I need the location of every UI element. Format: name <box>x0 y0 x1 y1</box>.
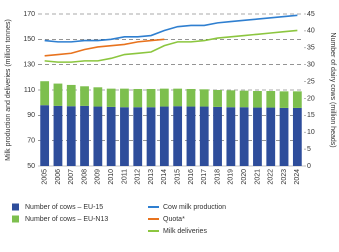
y2-tick-label: 25 <box>307 78 315 85</box>
bar <box>93 106 103 166</box>
y2-tick-label: 20 <box>307 95 315 102</box>
bar <box>146 88 156 108</box>
legend-swatch <box>12 215 19 223</box>
x-tick-label: 2024 <box>294 169 301 185</box>
x-tick-label: 2006 <box>55 169 62 185</box>
bar <box>93 87 103 107</box>
legend-label: Number of cows – EU-N13 <box>25 216 108 223</box>
x-tick-label: 2007 <box>68 169 75 185</box>
bar <box>66 84 76 107</box>
y2-tick-label: 45 <box>307 11 315 18</box>
bar <box>226 90 236 108</box>
line <box>44 38 165 57</box>
bar <box>53 105 63 166</box>
x-tick-label: 2011 <box>121 169 128 184</box>
y-tick-label: 170 <box>23 11 35 18</box>
y2-tick-label: 35 <box>307 45 315 52</box>
x-tick-label: 2005 <box>41 169 48 185</box>
legend-label: Cow milk production <box>163 204 226 211</box>
y2-tick-label: 30 <box>307 62 315 69</box>
bar <box>173 106 183 166</box>
x-tick-label: 2021 <box>254 169 261 185</box>
legend-label: Milk deliveries <box>163 228 207 235</box>
bar <box>213 106 222 166</box>
bar <box>146 107 156 166</box>
y2-tick-label: 40 <box>307 28 315 35</box>
y-tick-label: 50 <box>27 163 35 170</box>
bar <box>40 81 50 106</box>
bar <box>159 88 169 107</box>
legend-label: Number of cows – EU-15 <box>25 204 103 211</box>
bar <box>226 107 236 166</box>
x-tick-label: 2013 <box>148 169 155 185</box>
bar <box>80 105 89 166</box>
bar <box>239 107 249 166</box>
x-tick-label: 2014 <box>161 169 168 185</box>
y2-tick-label: 10 <box>307 129 315 136</box>
y2-tick-label: 5 <box>307 146 311 153</box>
bar <box>292 91 302 108</box>
bar <box>253 91 262 108</box>
legend-swatch <box>12 203 19 211</box>
bar <box>186 106 196 166</box>
y-tick-label: 110 <box>24 87 35 94</box>
x-tick-label: 2008 <box>81 169 88 185</box>
bar <box>53 83 63 106</box>
x-tick-label: 2010 <box>108 169 115 185</box>
x-tick-label: 2016 <box>188 169 195 185</box>
bar <box>40 105 50 166</box>
line <box>44 14 298 43</box>
line <box>44 29 298 63</box>
legend-label: Quota* <box>163 216 185 223</box>
x-tick-label: 2015 <box>174 169 181 185</box>
y2-tick-label: 0 <box>307 163 311 170</box>
x-tick-label: 2019 <box>228 169 235 185</box>
bar <box>199 106 209 166</box>
bar <box>213 90 222 107</box>
y-tick-label: 130 <box>23 62 35 69</box>
bar <box>253 107 262 166</box>
y2-axis-label: Number of dairy cows (million heads) <box>329 32 336 147</box>
y2-tick-label: 15 <box>307 112 315 119</box>
y-tick-label: 70 <box>27 138 35 145</box>
x-tick-label: 2012 <box>135 169 142 185</box>
bar <box>279 107 289 166</box>
x-tick-label: 2017 <box>201 169 208 185</box>
bar <box>106 106 116 166</box>
bar <box>186 88 196 107</box>
bar <box>266 91 276 108</box>
bar <box>133 107 143 166</box>
bar <box>133 88 143 108</box>
bar <box>120 88 129 108</box>
y-tick-label: 90 <box>27 112 35 119</box>
x-tick-label: 2020 <box>241 169 248 185</box>
bar <box>266 107 276 166</box>
x-tick-label: 2018 <box>214 169 221 185</box>
bar <box>106 88 116 107</box>
bar <box>279 91 289 108</box>
x-tick-label: 2009 <box>95 169 102 185</box>
x-tick-label: 2022 <box>268 169 275 185</box>
bar <box>66 106 76 166</box>
bar <box>292 107 302 166</box>
y-tick-label: 150 <box>23 36 35 43</box>
bar <box>159 106 169 166</box>
bar <box>199 89 209 107</box>
bar <box>120 107 129 166</box>
x-tick-label: 2023 <box>281 169 288 185</box>
bar <box>239 90 249 108</box>
bar <box>173 88 183 107</box>
bar <box>80 86 89 106</box>
y-axis-label: Milk production and deliveries (million … <box>5 19 12 161</box>
